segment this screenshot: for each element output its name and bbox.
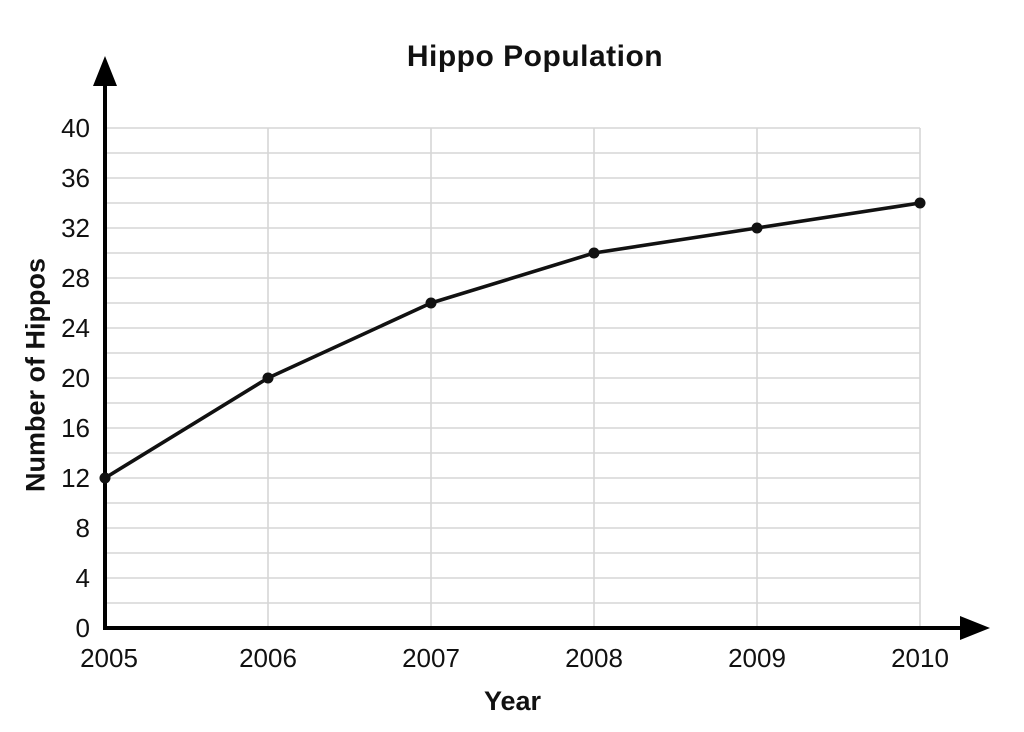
y-tick-label: 32 bbox=[61, 213, 90, 243]
y-tick-label: 8 bbox=[76, 513, 90, 543]
y-tick-label: 36 bbox=[61, 163, 90, 193]
y-tick-label: 24 bbox=[61, 313, 90, 343]
y-tick-label: 28 bbox=[61, 263, 90, 293]
x-axis-title: Year bbox=[483, 686, 542, 716]
data-line bbox=[103, 201, 922, 480]
y-tick-label: 20 bbox=[61, 363, 90, 393]
x-axis-arrow bbox=[960, 616, 990, 640]
y-axis-arrow bbox=[93, 56, 117, 86]
x-tick-label: 2007 bbox=[402, 643, 460, 673]
data-point bbox=[425, 297, 437, 309]
data-point bbox=[588, 247, 600, 259]
x-tick-label: 2008 bbox=[565, 643, 623, 673]
y-tick-label: 4 bbox=[76, 563, 90, 593]
chart-title: Hippo Population bbox=[406, 40, 664, 73]
y-tick-label: 16 bbox=[61, 413, 90, 443]
x-tick-label: 2005 bbox=[80, 643, 138, 673]
data-point bbox=[914, 197, 926, 209]
x-tick-label: 2010 bbox=[891, 643, 949, 673]
x-tick-label: 2006 bbox=[239, 643, 297, 673]
data-point bbox=[751, 222, 763, 234]
data-point bbox=[99, 472, 111, 484]
data-point bbox=[262, 372, 274, 384]
y-tick-label: 40 bbox=[61, 113, 90, 143]
y-tick-label: 12 bbox=[61, 463, 90, 493]
y-tick-label: 0 bbox=[76, 613, 90, 643]
x-tick-label: 2009 bbox=[728, 643, 786, 673]
